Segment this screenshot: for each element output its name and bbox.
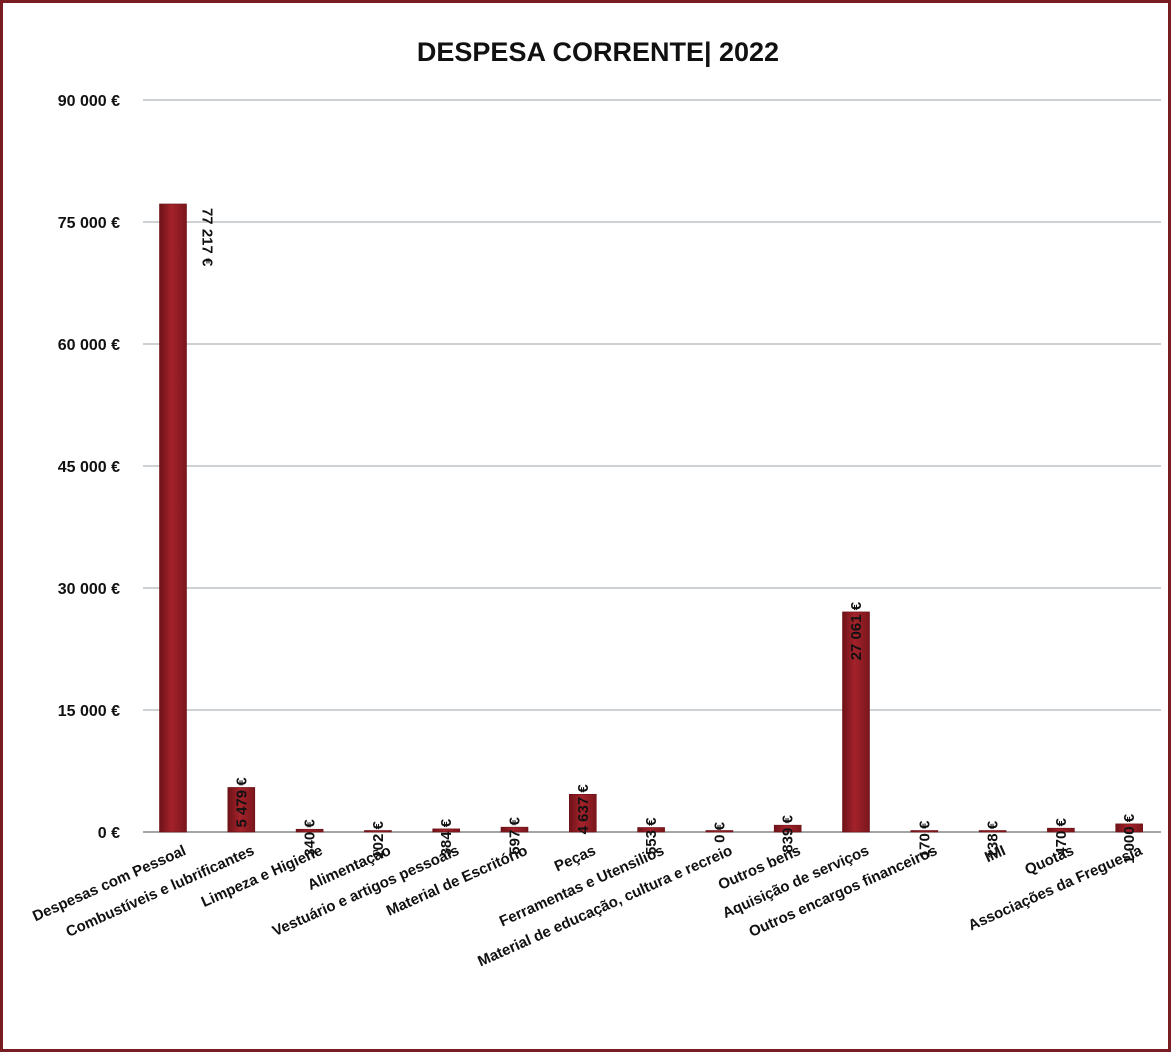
bar xyxy=(1115,823,1143,833)
data-label: 384 € xyxy=(438,818,455,856)
data-label: 27 061 € xyxy=(848,601,865,660)
data-label: 170 € xyxy=(916,820,933,858)
bar xyxy=(705,830,734,833)
data-label: 597 € xyxy=(507,816,524,854)
bar xyxy=(978,830,1007,833)
y-tick-label: 15 000 € xyxy=(58,703,120,720)
y-tick-label: 30 000 € xyxy=(58,581,120,598)
bar-chart: DESPESA CORRENTE| 2022 0 € 15 000 € 30 000… xyxy=(30,37,1161,970)
bar xyxy=(910,830,939,833)
gridlines xyxy=(143,99,1161,833)
bar xyxy=(364,830,392,833)
bar xyxy=(159,203,187,833)
category-label: Limpeza e Higiene xyxy=(199,842,325,911)
bar xyxy=(1047,827,1075,833)
data-label: 839 € xyxy=(780,815,797,853)
data-label: 138 € xyxy=(985,820,1002,858)
data-label: 340 € xyxy=(302,819,319,857)
y-tick-label: 90 000 € xyxy=(58,93,120,110)
bar xyxy=(773,824,802,833)
data-labels: 77 217 € 5 479 € 340 € 102 € 384 € 597 € 4 637… xyxy=(199,208,1139,864)
data-label: 553 € xyxy=(643,817,660,855)
bars xyxy=(159,203,1143,833)
y-tick-label: 75 000 € xyxy=(58,215,120,232)
category-label: Peças xyxy=(552,842,599,875)
y-tick-label: 60 000 € xyxy=(58,337,120,354)
data-label: 470 € xyxy=(1053,818,1070,856)
bar xyxy=(227,787,256,833)
bar xyxy=(432,828,461,833)
data-label: 0 € xyxy=(711,821,728,843)
data-label: 1 000 € xyxy=(1121,813,1138,864)
chart-title: DESPESA CORRENTE| 2022 xyxy=(417,37,779,67)
y-axis-ticks: 0 € 15 000 € 30 000 € 45 000 € 60 000 € 75 00… xyxy=(58,93,120,842)
y-tick-label: 45 000 € xyxy=(58,459,120,476)
bar xyxy=(637,827,665,833)
bar xyxy=(842,611,870,833)
y-tick-label: 0 € xyxy=(98,825,120,842)
bar xyxy=(568,793,597,833)
data-label: 4 637 € xyxy=(575,784,592,835)
bar xyxy=(500,826,529,833)
data-label: 77 217 € xyxy=(199,208,216,267)
data-label: 5 479 € xyxy=(233,777,250,828)
bar xyxy=(295,828,324,833)
data-label: 102 € xyxy=(370,821,387,859)
